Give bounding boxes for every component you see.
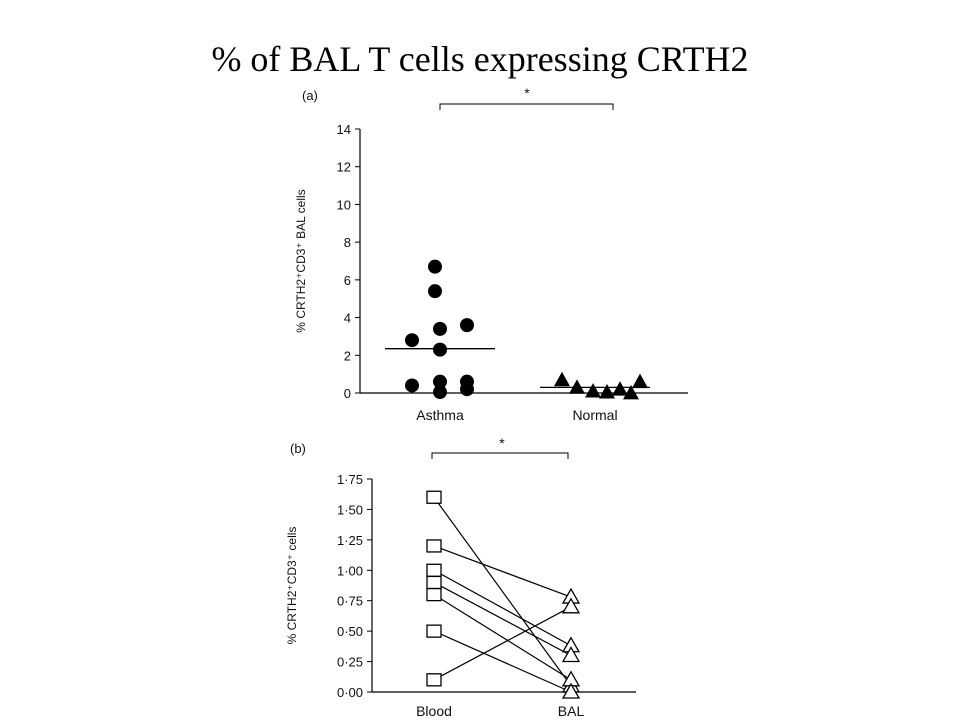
y-tick-label: 0 [344,386,351,401]
y-tick-label: 0·50 [337,624,363,639]
data-point-asthma [428,259,442,274]
significance-bracket [439,103,614,110]
x-category-label: Normal [572,407,617,423]
panel-b: (b) * 0·00 0·25 0·50 0·75 1·00 1·25 1·50 1·75 % CR… [285,435,636,719]
data-point-normal [569,379,585,394]
y-tick-label: 0·00 [337,685,363,700]
y-tick-label: 2 [344,348,351,363]
y-tick-label: 1·50 [337,502,363,517]
x-category-label: Asthma [416,407,464,423]
y-axis-label: % CRTH2⁺CD3⁺ BAL cells [294,189,308,332]
y-tick-label: 0·25 [337,655,363,670]
data-point-asthma [433,321,447,336]
bal-point [561,597,581,614]
panel-label: (a) [302,88,318,103]
data-point-asthma [433,342,447,357]
data-point-normal [632,373,648,389]
significance-label: * [499,435,505,451]
pair-line [433,569,572,647]
pair-line [433,606,572,681]
significance-bracket [431,452,569,459]
y-tick-label: 14 [337,122,351,137]
blood-point [426,575,442,590]
y-tick-label: 8 [344,235,351,250]
y-tick-label: 1·00 [337,563,363,578]
data-point-asthma [460,318,474,333]
y-tick-label: 6 [344,273,351,288]
blood-point [426,624,442,638]
data-point-asthma [405,378,419,393]
data-point-normal [612,381,628,396]
blood-point [426,563,442,577]
blood-point [426,539,442,553]
panel-a: (a) * 0 2 4 6 8 10 12 14 % CRTH2⁺CD3⁺ BAL cells Ast… [294,85,688,423]
significance-label: * [524,85,530,101]
slide-title: % of BAL T cells expressing CRTH2 [211,39,749,79]
x-category-label: BAL [558,703,585,719]
data-point-asthma [405,333,419,348]
data-point-asthma [433,374,447,389]
y-axis-label: % CRTH2⁺CD3⁺ cells [285,527,299,645]
data-point-normal [585,383,601,398]
y-tick-label: 1·75 [337,472,363,487]
blood-point [426,673,442,687]
pair-line [433,545,572,598]
x-category-label: Blood [416,703,452,719]
bal-point [561,682,581,699]
pair-line [433,496,572,687]
data-point-normal [599,384,615,399]
y-tick-label: 10 [337,197,351,212]
data-point-asthma [460,382,474,397]
y-tick-label: 0·75 [337,594,363,609]
pair-line [433,594,572,681]
y-tick-label: 12 [337,160,351,175]
data-point-normal [554,371,570,387]
pair-line [433,630,572,693]
data-point-asthma [428,284,442,299]
pair-line [433,581,572,657]
blood-point [426,490,442,504]
data-point-asthma [433,385,447,400]
y-tick-label: 4 [344,311,351,326]
blood-point [426,587,442,602]
panel-label: (b) [290,441,306,456]
data-point-normal [623,385,639,400]
bal-point [561,646,581,663]
y-tick-label: 1·25 [337,533,363,548]
